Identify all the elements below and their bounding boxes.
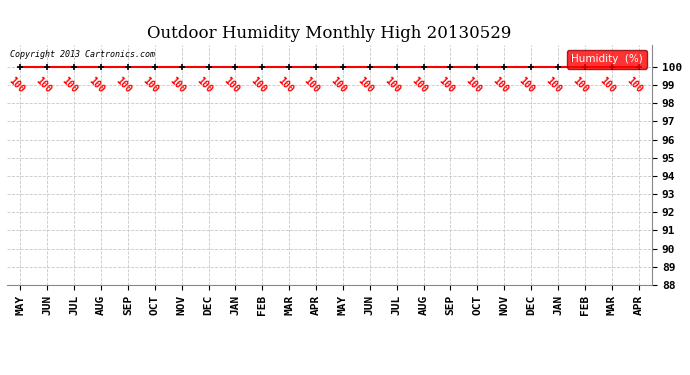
Text: 100: 100 — [168, 75, 187, 94]
Text: 100: 100 — [275, 75, 295, 94]
Text: 100: 100 — [356, 75, 375, 94]
Text: 100: 100 — [464, 75, 483, 94]
Text: 100: 100 — [598, 75, 618, 94]
Title: Outdoor Humidity Monthly High 20130529: Outdoor Humidity Monthly High 20130529 — [147, 25, 512, 42]
Text: 100: 100 — [33, 75, 53, 94]
Text: Copyright 2013 Cartronics.com: Copyright 2013 Cartronics.com — [10, 50, 155, 59]
Text: 100: 100 — [141, 75, 160, 94]
Text: 100: 100 — [329, 75, 348, 94]
Text: 100: 100 — [60, 75, 80, 94]
Text: 100: 100 — [302, 75, 322, 94]
Legend: Humidity  (%): Humidity (%) — [566, 50, 647, 69]
Text: 100: 100 — [624, 75, 644, 94]
Text: 100: 100 — [248, 75, 268, 94]
Text: 100: 100 — [410, 75, 429, 94]
Text: 100: 100 — [383, 75, 402, 94]
Text: 100: 100 — [517, 75, 537, 94]
Text: 100: 100 — [221, 75, 241, 94]
Text: 100: 100 — [195, 75, 214, 94]
Text: 100: 100 — [114, 75, 133, 94]
Text: 100: 100 — [437, 75, 456, 94]
Text: 100: 100 — [544, 75, 564, 94]
Text: 100: 100 — [6, 75, 26, 94]
Text: 100: 100 — [571, 75, 591, 94]
Text: 100: 100 — [491, 75, 510, 94]
Text: 100: 100 — [87, 75, 106, 94]
